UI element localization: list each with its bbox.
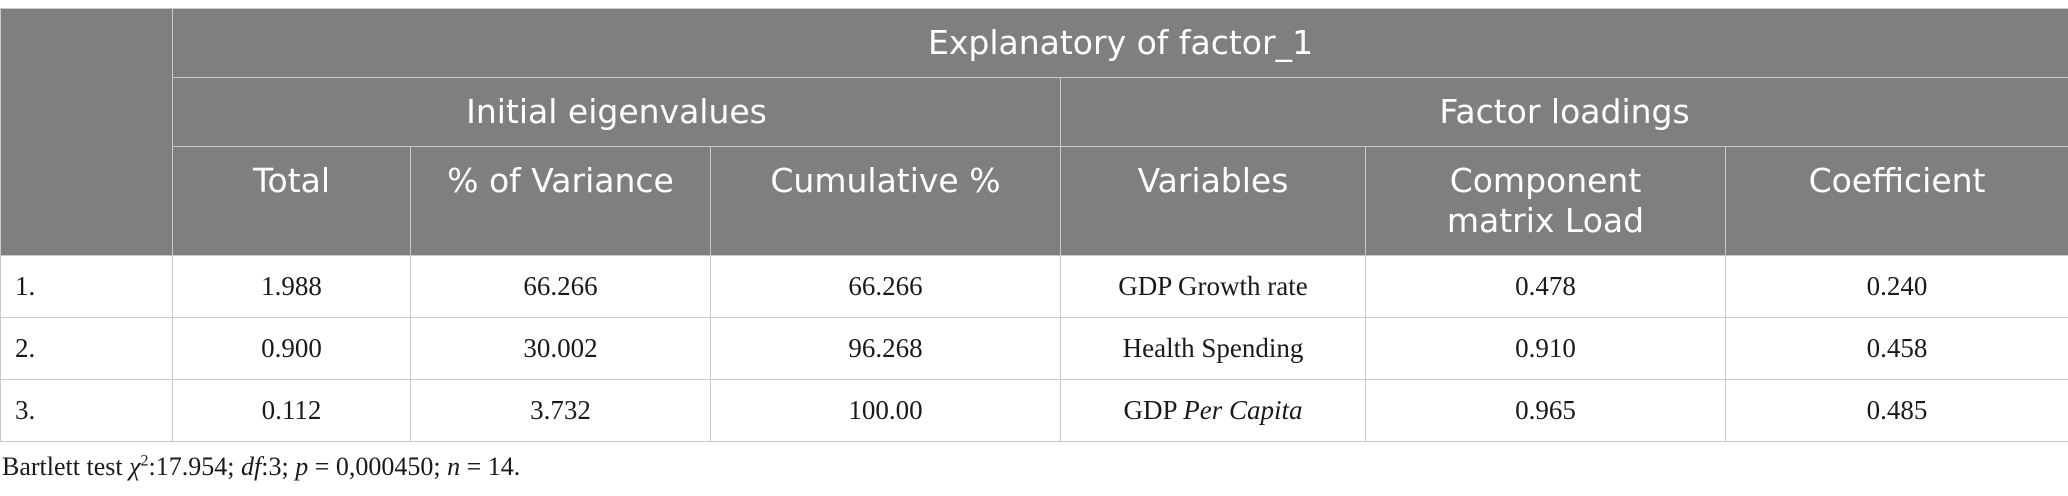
footnote-chi-value: :17.954; — [148, 452, 241, 481]
table-row: 1. 1.988 66.266 66.266 GDP Growth rate 0… — [0, 255, 2068, 318]
column-header-variables: Variables — [1060, 146, 1366, 256]
corner-cell — [0, 8, 173, 256]
cell-coefficient: 0.458 — [1724, 317, 2068, 380]
column-header-variance: % of Variance — [410, 146, 711, 256]
variable-text: GDP Growth rate — [1118, 271, 1308, 301]
row-index: 3. — [0, 379, 173, 442]
footnote-chi: χ — [129, 452, 141, 481]
cell-coefficient: 0.485 — [1724, 379, 2068, 442]
variable-text: Health Spending — [1122, 333, 1304, 363]
table-row: 3. 0.112 3.732 100.00 GDP Per Capita 0.9… — [0, 379, 2068, 442]
table-footnote: Bartlett test χ2:17.954; df:3; p = 0,000… — [0, 452, 2068, 482]
group-header-eigenvalues: Initial eigenvalues — [172, 77, 1061, 147]
footnote-df-value: :3; — [261, 452, 296, 481]
footnote-p-label: p — [295, 452, 309, 481]
cell-load: 0.965 — [1365, 379, 1726, 442]
variable-text: GDP — [1123, 395, 1184, 425]
cell-variable: Health Spending — [1060, 317, 1366, 380]
cell-variance: 3.732 — [410, 379, 711, 442]
factor-table: Explanatory of factor_1 Initial eigenval… — [0, 8, 2068, 442]
footnote-n-value: = 14. — [460, 452, 521, 481]
column-header-component-load: Component matrix Load — [1365, 146, 1726, 256]
cell-load: 0.478 — [1365, 255, 1726, 318]
group-header-factor-loadings: Factor loadings — [1059, 77, 2068, 147]
cell-variance: 30.002 — [410, 317, 711, 380]
table-container: Explanatory of factor_1 Initial eigenval… — [0, 8, 2068, 482]
footnote-prefix: Bartlett test — [2, 452, 130, 481]
cell-variable: GDP Growth rate — [1060, 255, 1366, 318]
column-header-total: Total — [172, 146, 411, 256]
variable-italic-text: Per Capita — [1183, 395, 1303, 425]
cell-total: 0.900 — [172, 317, 411, 380]
column-header-coefficient: Coefficient — [1724, 146, 2068, 256]
cell-total: 1.988 — [172, 255, 411, 318]
footnote-df-label: df — [241, 452, 262, 481]
cell-total: 0.112 — [172, 379, 411, 442]
cell-cumulative: 100.00 — [710, 379, 1061, 442]
row-index: 2. — [0, 317, 173, 380]
footnote-p-value: = 0,000450; — [308, 452, 448, 481]
cell-load: 0.910 — [1365, 317, 1726, 380]
row-index: 1. — [0, 255, 173, 318]
cell-variance: 66.266 — [410, 255, 711, 318]
column-header-component-load-text: Component matrix Load — [1446, 161, 1645, 240]
cell-cumulative: 66.266 — [710, 255, 1061, 318]
cell-variable: GDP Per Capita — [1060, 379, 1366, 442]
cell-coefficient: 0.240 — [1724, 255, 2068, 318]
table-row: 2. 0.900 30.002 96.268 Health Spending 0… — [0, 317, 2068, 380]
footnote-n-label: n — [447, 452, 461, 481]
table-title: Explanatory of factor_1 — [171, 8, 2068, 78]
cell-cumulative: 96.268 — [710, 317, 1061, 380]
column-header-cumulative: Cumulative % — [710, 146, 1061, 256]
footnote-chi-sup: 2 — [140, 452, 149, 470]
